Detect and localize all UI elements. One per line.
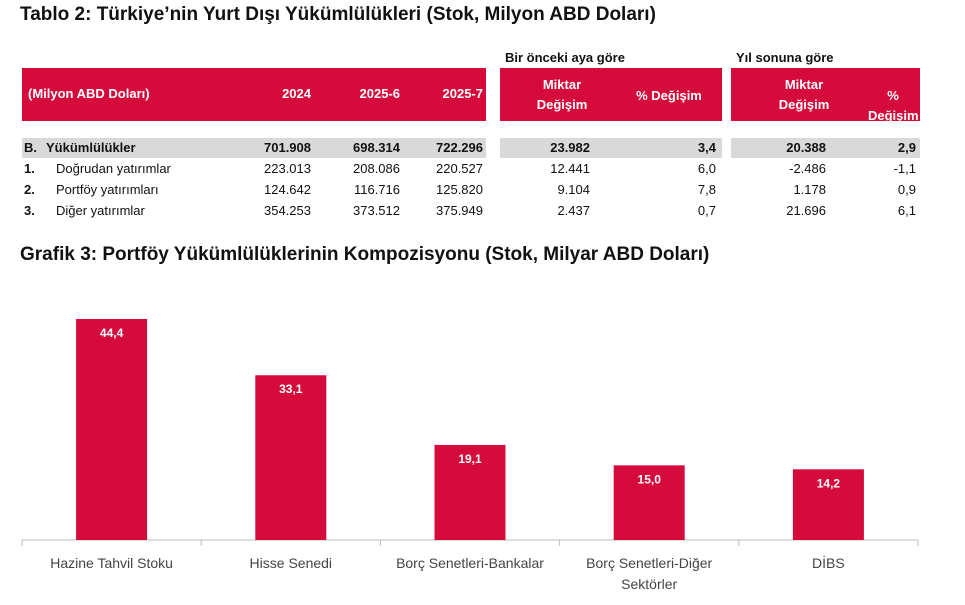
column-header: % Değişim — [868, 88, 919, 123]
column-header: 2024 — [282, 86, 311, 101]
chart-title: Grafik 3: Portföy Yükümlülüklerinin Komp… — [20, 244, 710, 265]
column-header: 2025-6 — [359, 86, 400, 101]
x-tick-label: Borç Senetleri-Diğer Sektörler — [586, 555, 713, 592]
row-number: 2. — [24, 182, 35, 197]
group-header: Yıl sonuna göre — [736, 50, 834, 65]
x-tick-label: DİBS — [812, 555, 845, 571]
value-label: 15,0 — [638, 472, 662, 486]
cell-value: 722.296 — [436, 140, 483, 155]
row-label: Diğer yatırımlar — [56, 203, 145, 218]
cell-value: 9.104 — [557, 182, 590, 197]
cell-value: 23.982 — [550, 140, 590, 155]
value-label: 19,1 — [458, 452, 482, 466]
cell-value: 124.642 — [264, 182, 311, 197]
row-label: Yükümlülükler — [46, 140, 136, 155]
bar — [792, 469, 864, 540]
total-row-bg — [22, 138, 486, 158]
bar — [255, 375, 327, 540]
column-header: % Değişim — [636, 88, 702, 103]
column-header: Miktar Değişim — [536, 77, 588, 112]
header-band — [500, 68, 722, 121]
cell-value: 0,9 — [897, 182, 916, 197]
total-row-bg — [731, 138, 920, 158]
column-header: 2025-7 — [442, 86, 483, 101]
cell-value: 2,9 — [897, 140, 916, 155]
row-label: Doğrudan yatırımlar — [56, 161, 171, 176]
cell-value: 373.512 — [353, 203, 400, 218]
cell-value: -2.486 — [789, 161, 826, 176]
cell-value: 7,8 — [697, 182, 716, 197]
row-number: B. — [24, 140, 37, 155]
row-label: Portföy yatırımları — [56, 182, 159, 197]
cell-value: 1.178 — [793, 182, 826, 197]
row-number: 1. — [24, 161, 35, 176]
value-label: 33,1 — [279, 382, 303, 396]
x-tick-label: Hazine Tahvil Stoku — [50, 555, 173, 571]
cell-value: 12.441 — [550, 161, 590, 176]
x-tick-label: Borç Senetleri-Bankalar — [396, 555, 544, 571]
table-title: Tablo 2: Türkiye’nin Yurt Dışı Yükümlülü… — [20, 4, 656, 25]
cell-value: 223.013 — [264, 161, 311, 176]
cell-value: 220.527 — [436, 161, 483, 176]
cell-value: 6,0 — [697, 161, 716, 176]
cell-value: 116.716 — [353, 182, 400, 197]
total-row-bg — [500, 138, 722, 158]
cell-value: 375.949 — [436, 203, 483, 218]
cell-value: 354.253 — [264, 203, 311, 218]
cell-value: 701.908 — [264, 140, 311, 155]
cell-value: 3,4 — [697, 140, 716, 155]
header-band — [22, 68, 486, 121]
row-number: 3. — [24, 203, 35, 218]
cell-value: 6,1 — [897, 203, 916, 218]
cell-value: 125.820 — [436, 182, 483, 197]
group-header: Bir önceki aya göre — [505, 50, 625, 65]
bar — [434, 444, 506, 540]
column-header: Miktar Değişim — [778, 77, 830, 112]
cell-value: 698.314 — [353, 140, 400, 155]
cell-value: 21.696 — [786, 203, 826, 218]
cell-value: 208.086 — [353, 161, 400, 176]
header-band — [731, 68, 920, 121]
value-label: 14,2 — [817, 476, 841, 490]
cell-value: -1,1 — [893, 161, 916, 176]
cell-value: 0,7 — [697, 203, 716, 218]
bar — [613, 465, 685, 540]
value-label: 44,4 — [100, 326, 124, 340]
cell-value: 2.437 — [557, 203, 590, 218]
column-header: (Milyon ABD Doları) — [28, 86, 150, 101]
bar — [76, 319, 148, 540]
cell-value: 20.388 — [786, 140, 826, 155]
x-tick-label: Hisse Senedi — [249, 555, 333, 571]
